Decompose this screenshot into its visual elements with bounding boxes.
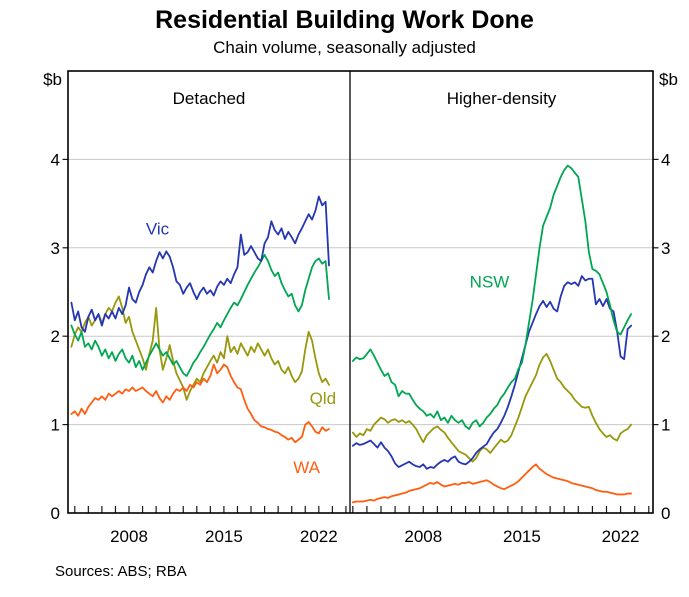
y-tick-label-left-4: 4: [51, 150, 60, 169]
sources-note: Sources: ABS; RBA: [55, 563, 187, 580]
y-tick-label-right-2: 2: [661, 327, 670, 346]
series-label-vic-detached: Vic: [146, 219, 170, 238]
y-tick-label-right-3: 3: [661, 239, 670, 258]
x-tick-label-higher-density-2022: 2022: [602, 527, 640, 546]
series-label-qld-detached: Qld: [310, 389, 336, 408]
series-line-qld-detached: [70, 295, 330, 401]
series-line-qld-higher-density: [351, 352, 633, 463]
y-axis-unit-left: $b: [43, 70, 62, 89]
chart-subtitle: Chain volume, seasonally adjusted: [213, 38, 476, 57]
y-tick-label-left-0: 0: [51, 504, 60, 523]
x-tick-label-detached-2008: 2008: [110, 527, 148, 546]
y-tick-label-right-4: 4: [661, 150, 670, 169]
plot-frame: [67, 70, 654, 514]
series-line-vic-detached: [70, 195, 330, 333]
y-tick-label-left-1: 1: [51, 416, 60, 435]
y-tick-label-right-1: 1: [661, 416, 670, 435]
series-label-wa-detached: WA: [293, 458, 320, 477]
chart-title: Residential Building Work Done: [155, 6, 534, 34]
panel-label-higher-density: Higher-density: [447, 89, 557, 108]
x-tick-label-higher-density-2008: 2008: [404, 527, 442, 546]
x-tick-label-detached-2022: 2022: [300, 527, 338, 546]
y-tick-label-left-3: 3: [51, 239, 60, 258]
series-line-wa-detached: [70, 363, 330, 444]
series-label-nsw-higher-density: NSW: [470, 272, 510, 291]
panel-label-detached: Detached: [173, 89, 246, 108]
y-tick-label-left-2: 2: [51, 327, 60, 346]
x-tick-label-higher-density-2015: 2015: [503, 527, 541, 546]
series-line-nsw-detached: [70, 253, 330, 377]
y-axis-unit-right: $b: [659, 70, 678, 89]
series-line-wa-higher-density: [351, 463, 633, 504]
y-tick-label-right-0: 0: [661, 504, 670, 523]
series-line-nsw-higher-density: [351, 164, 633, 430]
x-tick-label-detached-2015: 2015: [205, 527, 243, 546]
series-line-vic-higher-density: [351, 275, 633, 470]
